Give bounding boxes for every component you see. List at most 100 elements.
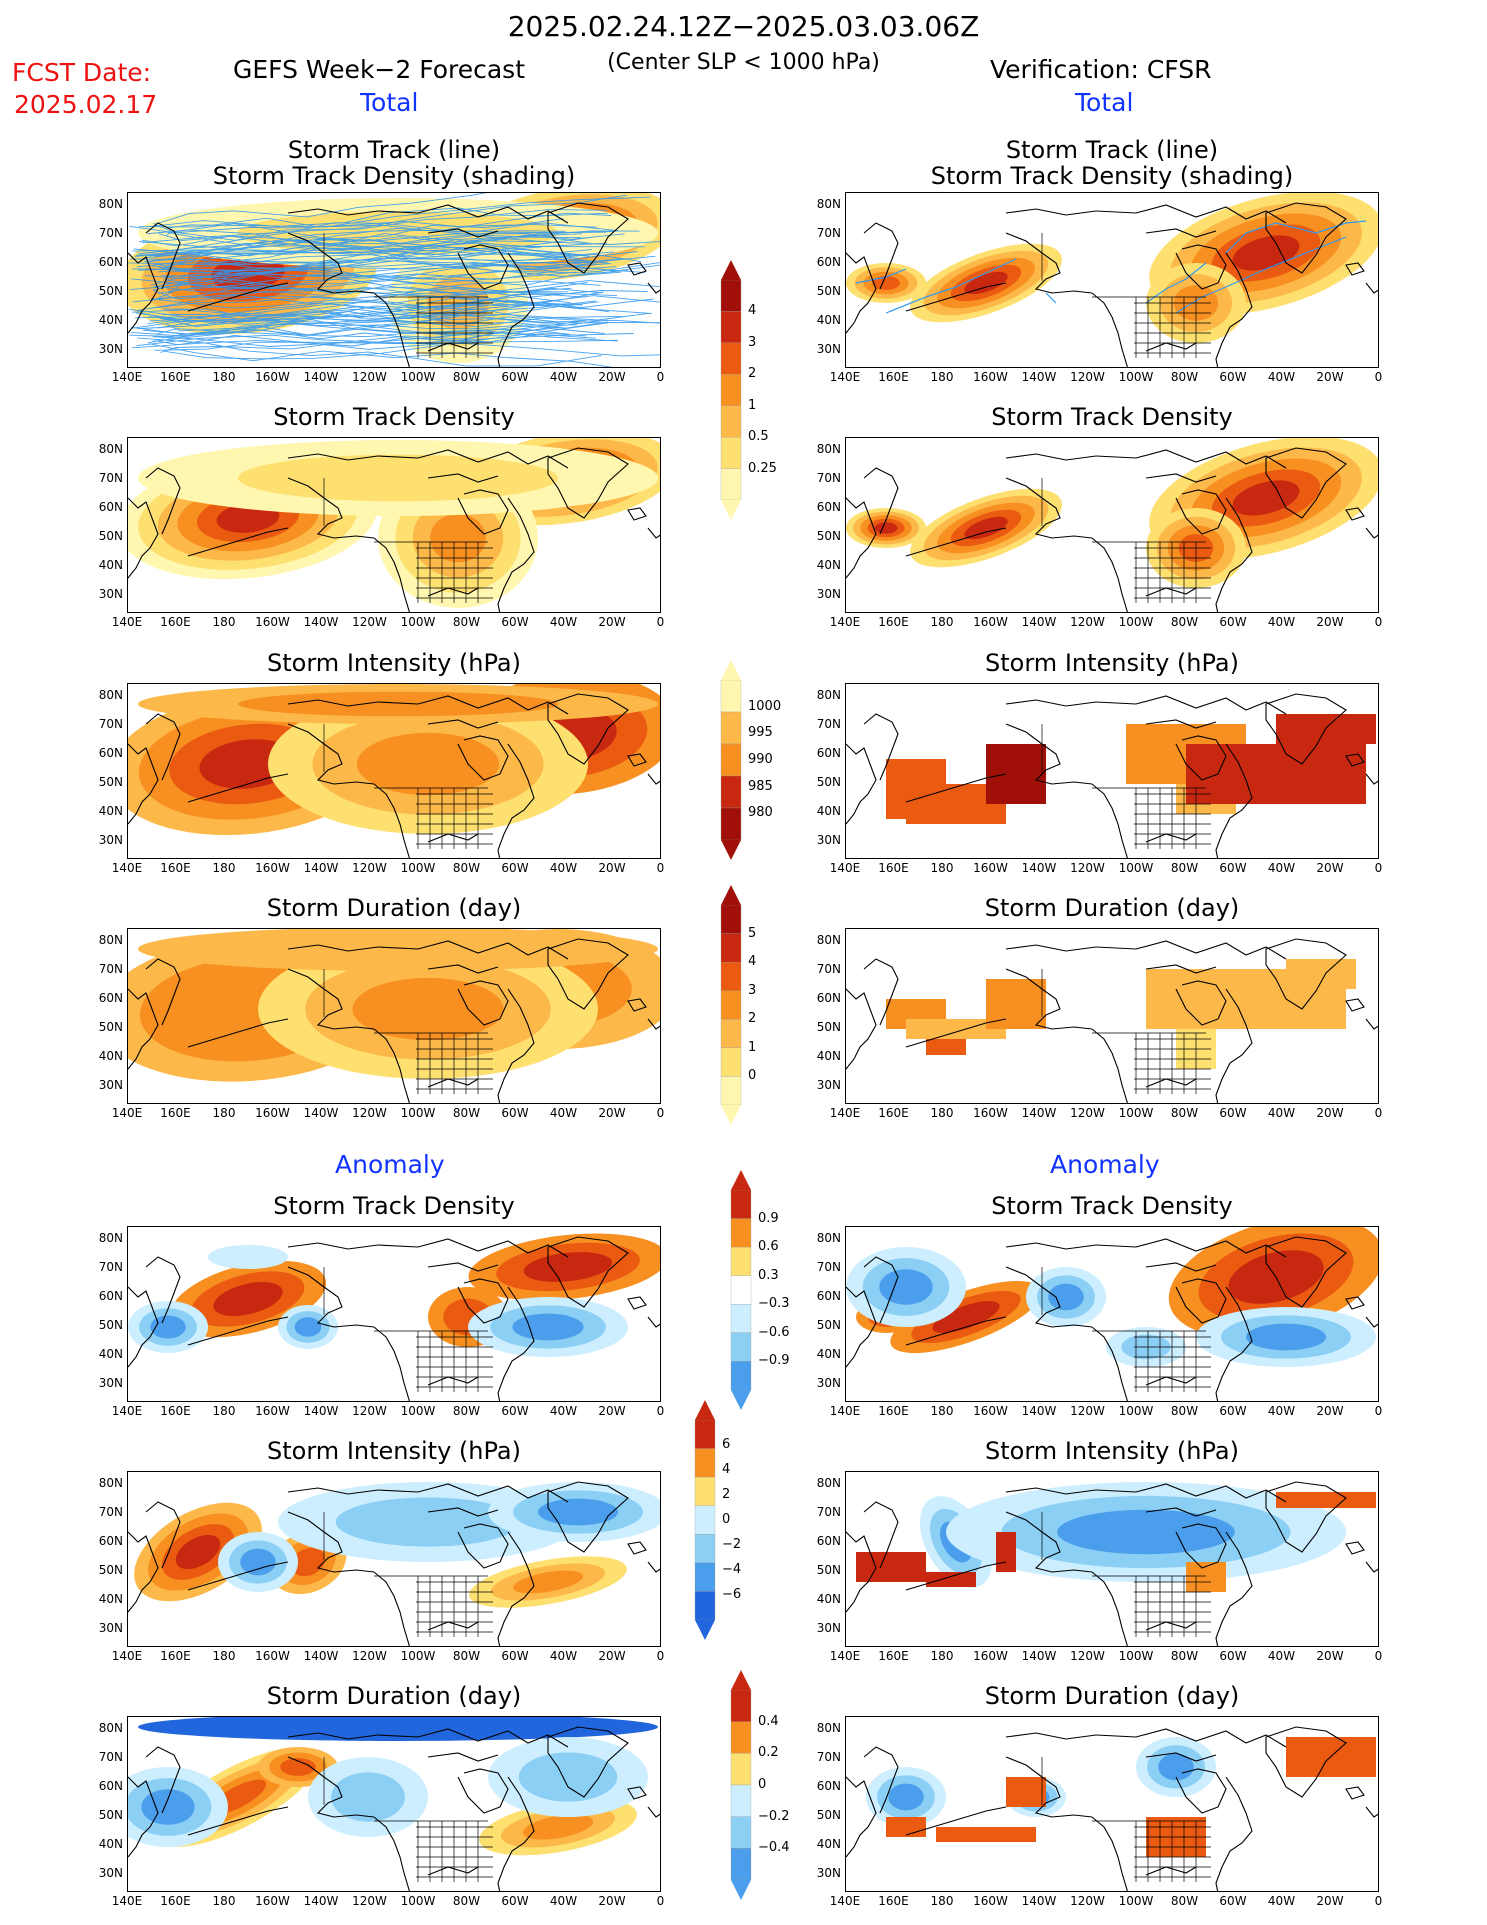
lon-label: 160E: [151, 861, 201, 875]
lon-label: 0: [1354, 1106, 1404, 1120]
lon-label: 60W: [1208, 1894, 1258, 1908]
lon-label: 40W: [1257, 861, 1307, 875]
right-column-title: Verification: CFSR: [990, 55, 1211, 84]
lon-label: 140W: [1014, 615, 1064, 629]
lat-label: 50N: [801, 1318, 841, 1332]
lon-label: 80W: [442, 370, 492, 384]
colorbar-label: −2: [722, 1537, 741, 1552]
lon-label: 100W: [1111, 1106, 1161, 1120]
colorbar-label: −0.3: [758, 1296, 790, 1311]
lon-label: 60W: [490, 1404, 540, 1418]
lon-label: 120W: [1063, 861, 1113, 875]
panel-title: Storm Intensity (hPa): [94, 1437, 694, 1465]
lon-label: 40W: [539, 1894, 589, 1908]
lon-label: 60W: [490, 1894, 540, 1908]
lat-label: 70N: [83, 962, 123, 976]
lon-label: 160E: [869, 1106, 919, 1120]
right-anom-intensity-map: [845, 1471, 1379, 1647]
lon-label: 60W: [490, 370, 540, 384]
lon-label: 120W: [1063, 370, 1113, 384]
criterion-label: (Center SLP < 1000 hPa): [0, 50, 1487, 75]
lon-label: 20W: [1305, 1404, 1355, 1418]
lon-label: 80W: [442, 1894, 492, 1908]
lon-label: 0: [636, 1404, 686, 1418]
lon-label: 0: [636, 1106, 686, 1120]
fcst-date-value: 2025.02.17: [14, 90, 157, 119]
lat-label: 50N: [801, 284, 841, 298]
shading-region: [138, 1717, 658, 1741]
lon-label: 100W: [393, 1106, 443, 1120]
lat-label: 70N: [801, 471, 841, 485]
lat-label: 50N: [801, 529, 841, 543]
lon-label: 60W: [1208, 1649, 1258, 1663]
anom-intensity-colorbar: [690, 1400, 720, 1644]
lat-label: 70N: [83, 717, 123, 731]
panel-title: Storm Duration (day): [94, 894, 694, 922]
right-anom-duration-map: [845, 1716, 1379, 1892]
colorbar-label: −0.6: [758, 1325, 790, 1340]
colorbar-label: 4: [748, 954, 756, 969]
left-density-map: [127, 437, 661, 613]
panel-title: Storm Intensity (hPa): [812, 649, 1412, 677]
shading-region: [141, 1789, 194, 1825]
lon-label: 120W: [345, 861, 395, 875]
colorbar-label: 0.25: [748, 461, 777, 476]
lon-label: 160W: [248, 861, 298, 875]
lat-label: 30N: [801, 342, 841, 356]
lat-label: 80N: [801, 688, 841, 702]
shading-region: [875, 522, 898, 533]
lon-label: 60W: [1208, 1404, 1258, 1418]
lon-label: 100W: [1111, 1649, 1161, 1663]
lat-label: 40N: [83, 1049, 123, 1063]
colorbar-label: 4: [748, 303, 756, 318]
lon-label: 60W: [1208, 861, 1258, 875]
lat-label: 30N: [801, 1866, 841, 1880]
lon-label: 20W: [1305, 861, 1355, 875]
shading-region: [872, 276, 900, 290]
lon-label: 140E: [820, 1649, 870, 1663]
lat-label: 30N: [83, 1376, 123, 1390]
left-track-map: [127, 192, 661, 368]
lat-label: 40N: [801, 313, 841, 327]
lat-label: 40N: [801, 1049, 841, 1063]
panel-title: Storm Track Density: [94, 403, 694, 431]
lat-label: 40N: [83, 804, 123, 818]
lon-label: 40W: [539, 1106, 589, 1120]
colorbar-label: 3: [748, 335, 756, 350]
lat-label: 80N: [83, 1231, 123, 1245]
lat-label: 80N: [83, 933, 123, 947]
lat-label: 40N: [801, 1347, 841, 1361]
lat-label: 60N: [83, 1779, 123, 1793]
lon-label: 140E: [820, 1404, 870, 1418]
lon-label: 80W: [442, 861, 492, 875]
lat-label: 30N: [83, 1078, 123, 1092]
lat-label: 80N: [801, 197, 841, 211]
lon-label: 120W: [1063, 615, 1113, 629]
lon-label: 140W: [296, 1649, 346, 1663]
lon-label: 160W: [966, 861, 1016, 875]
lat-label: 40N: [83, 1837, 123, 1851]
lon-label: 40W: [1257, 370, 1307, 384]
shading-region: [1246, 1324, 1326, 1351]
lon-label: 80W: [442, 1106, 492, 1120]
colorbar-label: 5: [748, 926, 756, 941]
lon-label: 160E: [869, 1894, 919, 1908]
lon-label: 40W: [1257, 1404, 1307, 1418]
lat-label: 50N: [83, 1020, 123, 1034]
lat-label: 30N: [801, 833, 841, 847]
lon-label: 0: [636, 370, 686, 384]
lon-label: 140E: [102, 1649, 152, 1663]
left-anom-duration-map: [127, 1716, 661, 1892]
lon-label: 180: [199, 1894, 249, 1908]
lat-label: 60N: [83, 255, 123, 269]
lat-label: 60N: [83, 746, 123, 760]
panel-title: Storm Track Density (shading): [94, 162, 694, 190]
panel-title: Storm Track Density: [94, 1192, 694, 1220]
shading-cell: [856, 1552, 926, 1582]
lon-label: 100W: [1111, 1404, 1161, 1418]
lon-label: 120W: [345, 1894, 395, 1908]
shading-region: [352, 978, 503, 1040]
lon-label: 140E: [820, 615, 870, 629]
lat-label: 50N: [801, 1808, 841, 1822]
lon-label: 20W: [587, 370, 637, 384]
